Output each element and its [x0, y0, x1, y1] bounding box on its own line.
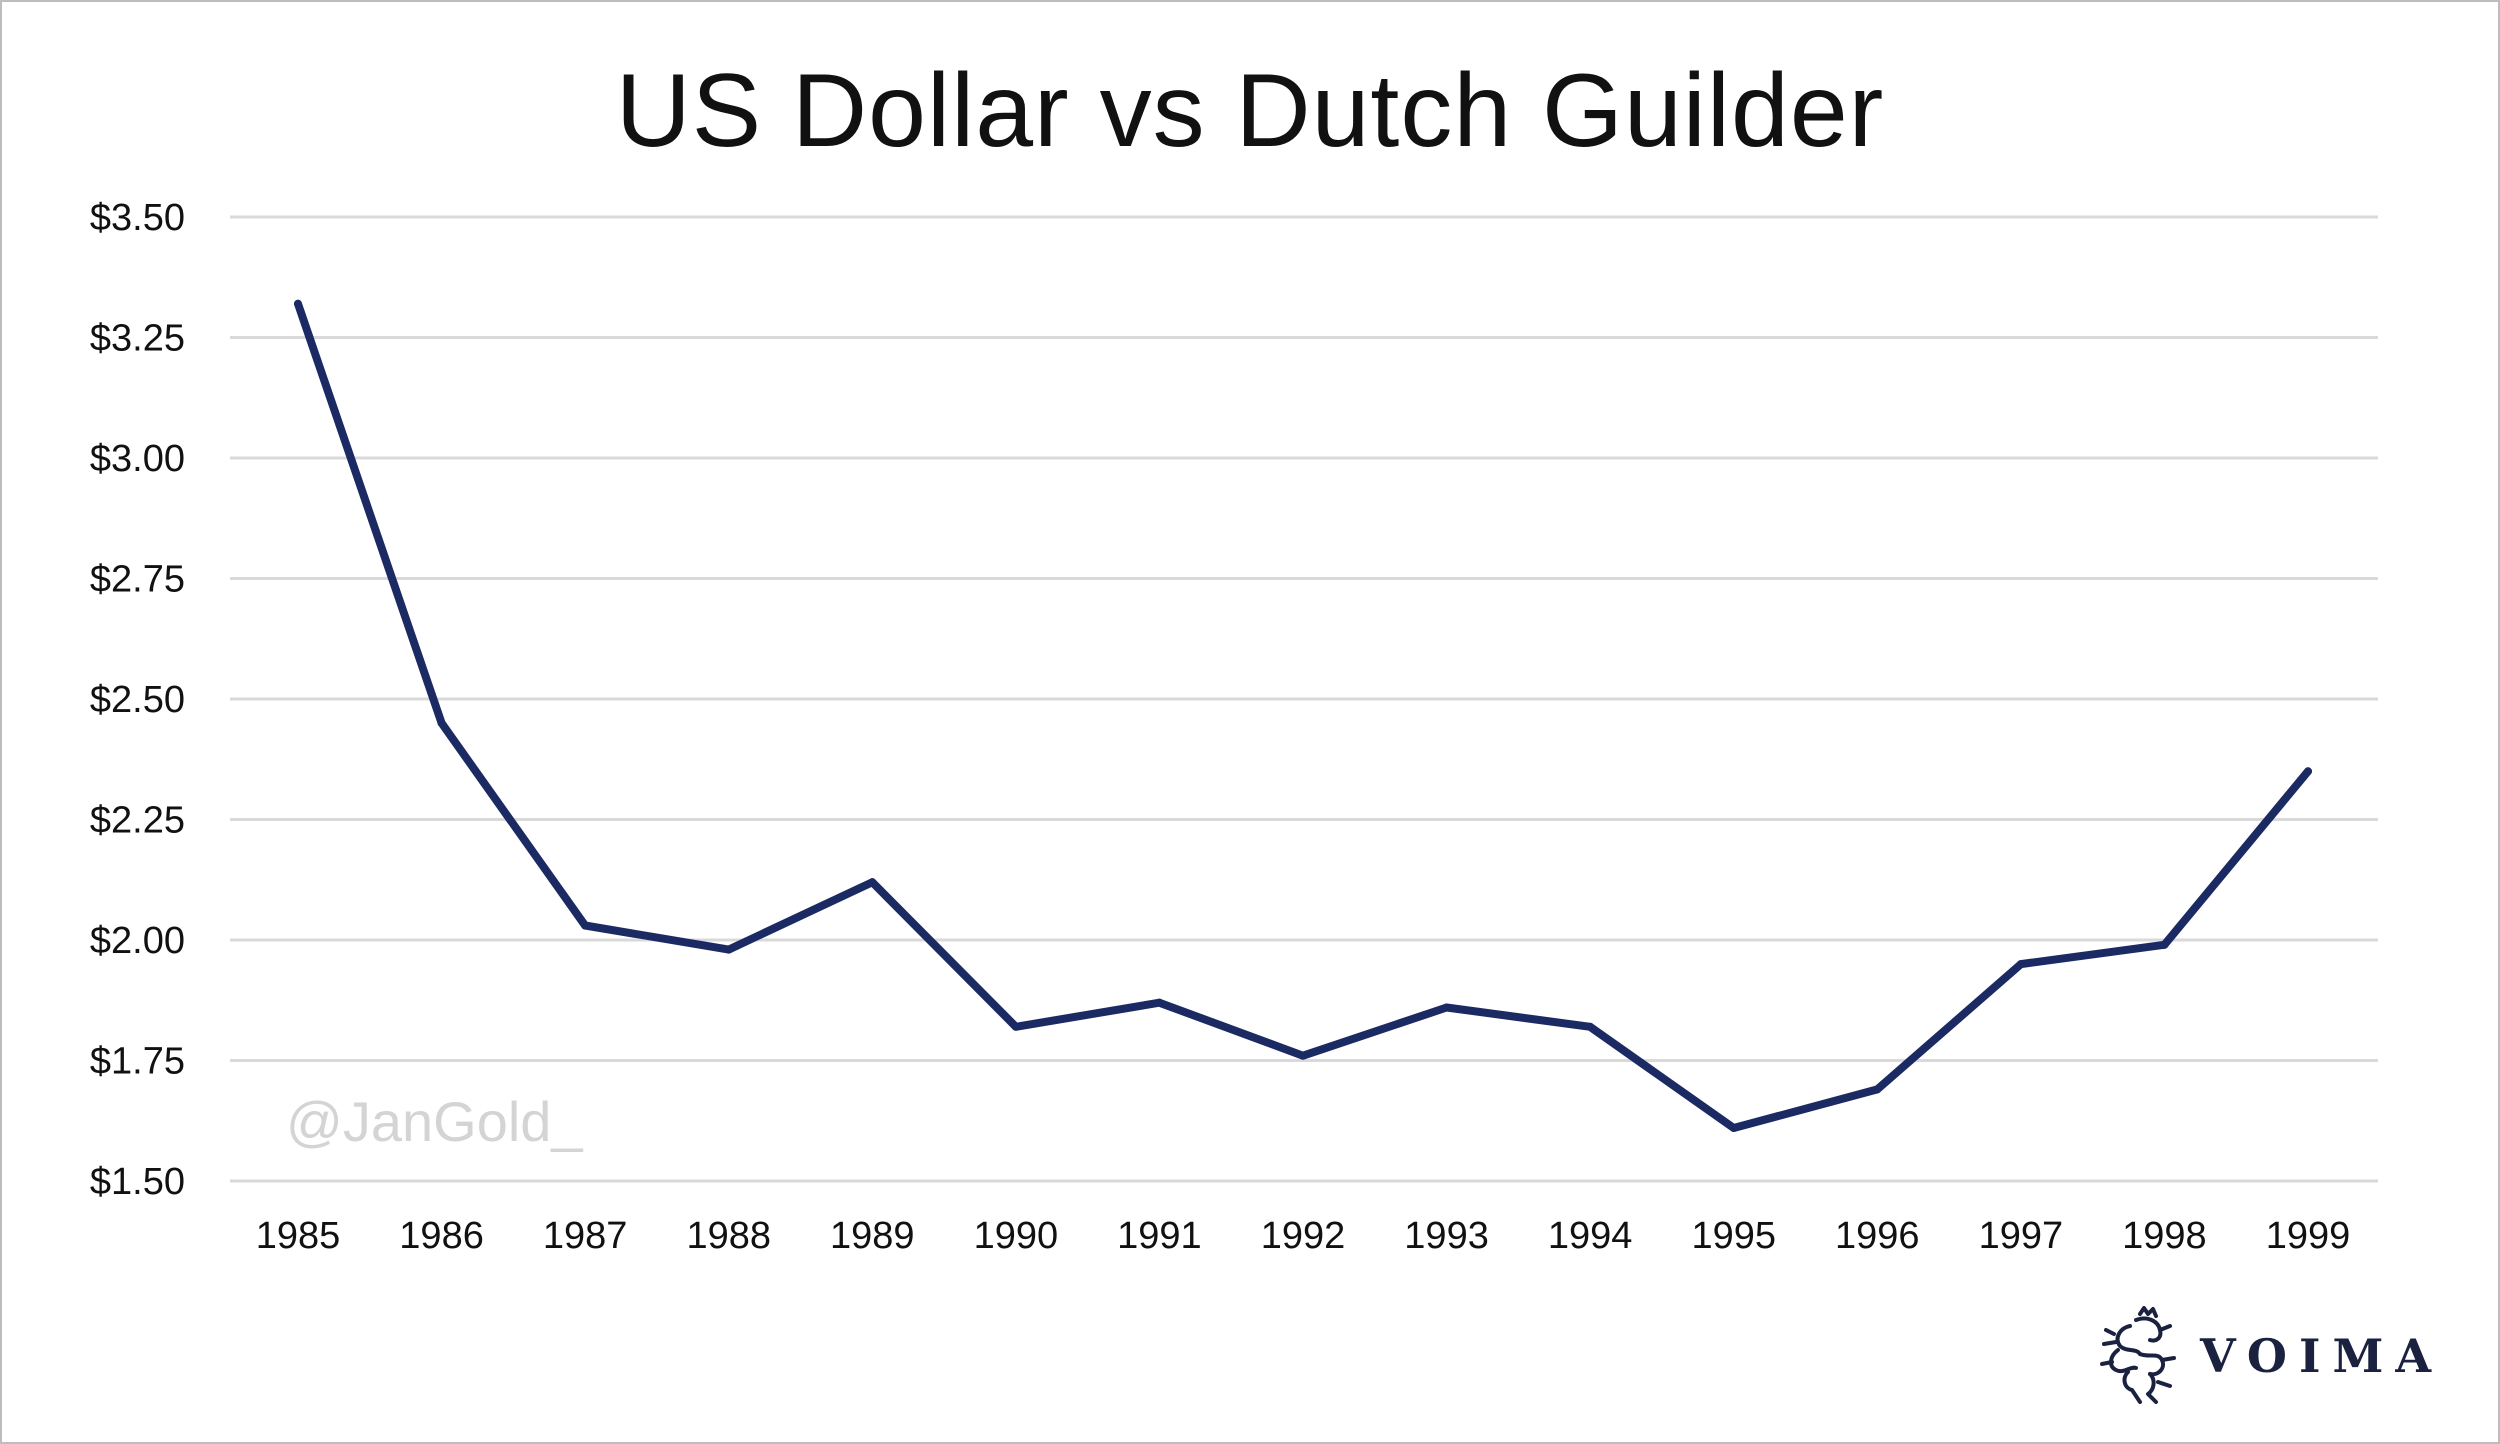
data-point	[581, 921, 590, 930]
y-tick-label: $1.75	[90, 1041, 185, 1083]
x-tick-label: 1988	[686, 1215, 771, 1257]
x-tick-label: 1990	[974, 1215, 1059, 1257]
data-point	[1155, 998, 1164, 1007]
y-axis-ticks: $1.50 $1.75 $2.00 $2.25 $2.50 $2.75 $3.00 $3.25…	[90, 197, 185, 1203]
brand-name: VOIMA	[2200, 1329, 2444, 1383]
data-point	[724, 945, 733, 954]
data-point	[868, 878, 877, 887]
lion-crest-icon	[2100, 1306, 2176, 1404]
x-tick-label: 1993	[1404, 1215, 1489, 1257]
y-tick-label: $3.00	[90, 438, 185, 480]
x-tick-label: 1987	[543, 1215, 628, 1257]
y-tick-label: $3.50	[90, 197, 185, 239]
x-tick-label: 1989	[830, 1215, 915, 1257]
x-tick-label: 1985	[256, 1215, 341, 1257]
data-point	[2160, 940, 2169, 949]
brand: VOIMA	[2100, 1306, 2443, 1406]
y-tick-label: $3.25	[90, 318, 185, 360]
x-tick-label: 1998	[2122, 1215, 2207, 1257]
x-tick-label: 1994	[1548, 1215, 1633, 1257]
data-point	[437, 719, 446, 728]
data-point	[1729, 1123, 1738, 1132]
chart-title: US Dollar vs Dutch Guilder	[615, 53, 1885, 169]
grid-lines	[230, 215, 2378, 1183]
data-point	[1442, 1003, 1451, 1012]
data-point	[2304, 767, 2312, 776]
x-tick-label: 1996	[1835, 1215, 1920, 1257]
y-tick-label: $2.00	[90, 920, 185, 962]
x-tick-label: 1997	[1979, 1215, 2064, 1257]
x-axis-ticks: 1985 1986 1987 1988 1989 1990 1991 1992 1993 1994…	[256, 1215, 2351, 1257]
y-tick-label: $1.50	[90, 1161, 185, 1203]
data-point	[2016, 960, 2025, 969]
y-tick-label: $2.50	[90, 679, 185, 721]
data-point	[1586, 1022, 1595, 1031]
x-tick-label: 1986	[399, 1215, 484, 1257]
x-tick-label: 1992	[1261, 1215, 1346, 1257]
series-line	[294, 299, 2312, 1132]
data-point	[1011, 1022, 1020, 1031]
x-tick-label: 1995	[1691, 1215, 1776, 1257]
watermark: @JanGold_	[286, 1090, 583, 1153]
data-point	[1299, 1051, 1307, 1060]
y-tick-label: $2.25	[90, 800, 185, 842]
x-tick-label: 1991	[1117, 1215, 1202, 1257]
x-tick-label: 1999	[2266, 1215, 2351, 1257]
series-layer	[294, 299, 2312, 1132]
data-point	[294, 299, 302, 308]
data-point	[1873, 1085, 1882, 1094]
y-tick-label: $2.75	[90, 559, 185, 601]
